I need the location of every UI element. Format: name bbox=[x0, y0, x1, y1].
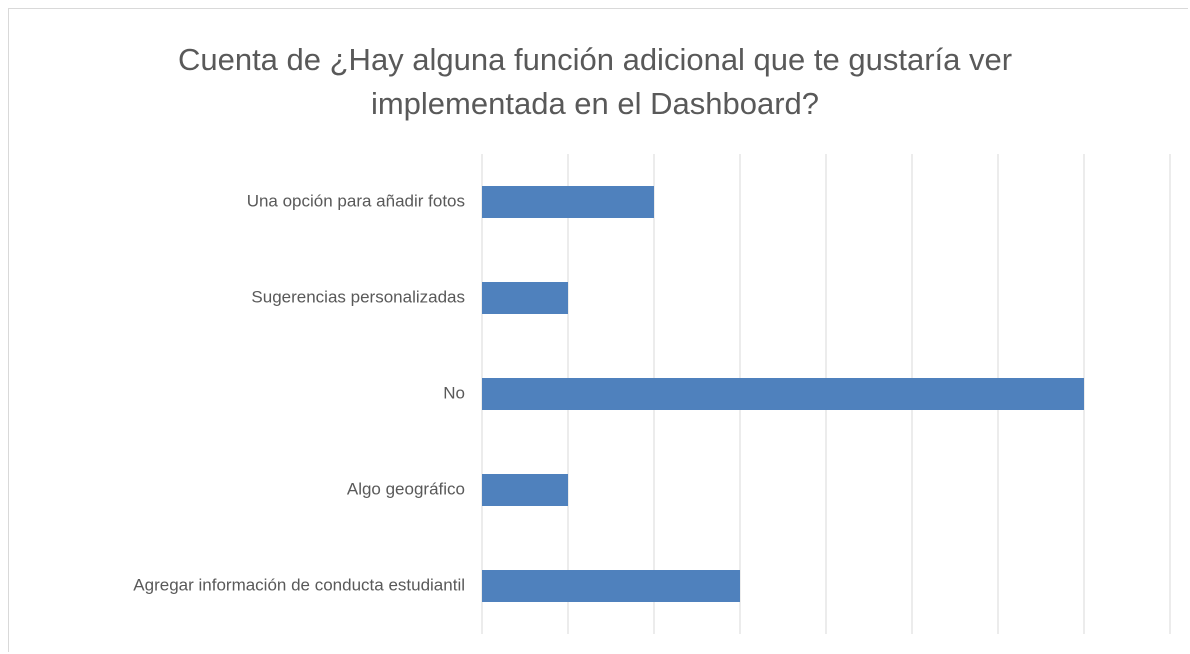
y-tick-label: Sugerencias personalizadas bbox=[251, 287, 465, 306]
chart-frame bbox=[8, 8, 1188, 652]
y-tick-label: Algo geográfico bbox=[347, 479, 465, 498]
y-tick-label: Una opción para añadir fotos bbox=[247, 191, 465, 210]
bar bbox=[482, 474, 568, 506]
bar bbox=[482, 186, 654, 218]
bar bbox=[482, 282, 568, 314]
y-tick-label: No bbox=[443, 383, 465, 402]
y-tick-label: Agregar información de conducta estudian… bbox=[133, 575, 465, 594]
chart-title: Cuenta de ¿Hay alguna función adicional … bbox=[177, 42, 1013, 121]
bar bbox=[482, 378, 1084, 410]
bar bbox=[482, 570, 740, 602]
